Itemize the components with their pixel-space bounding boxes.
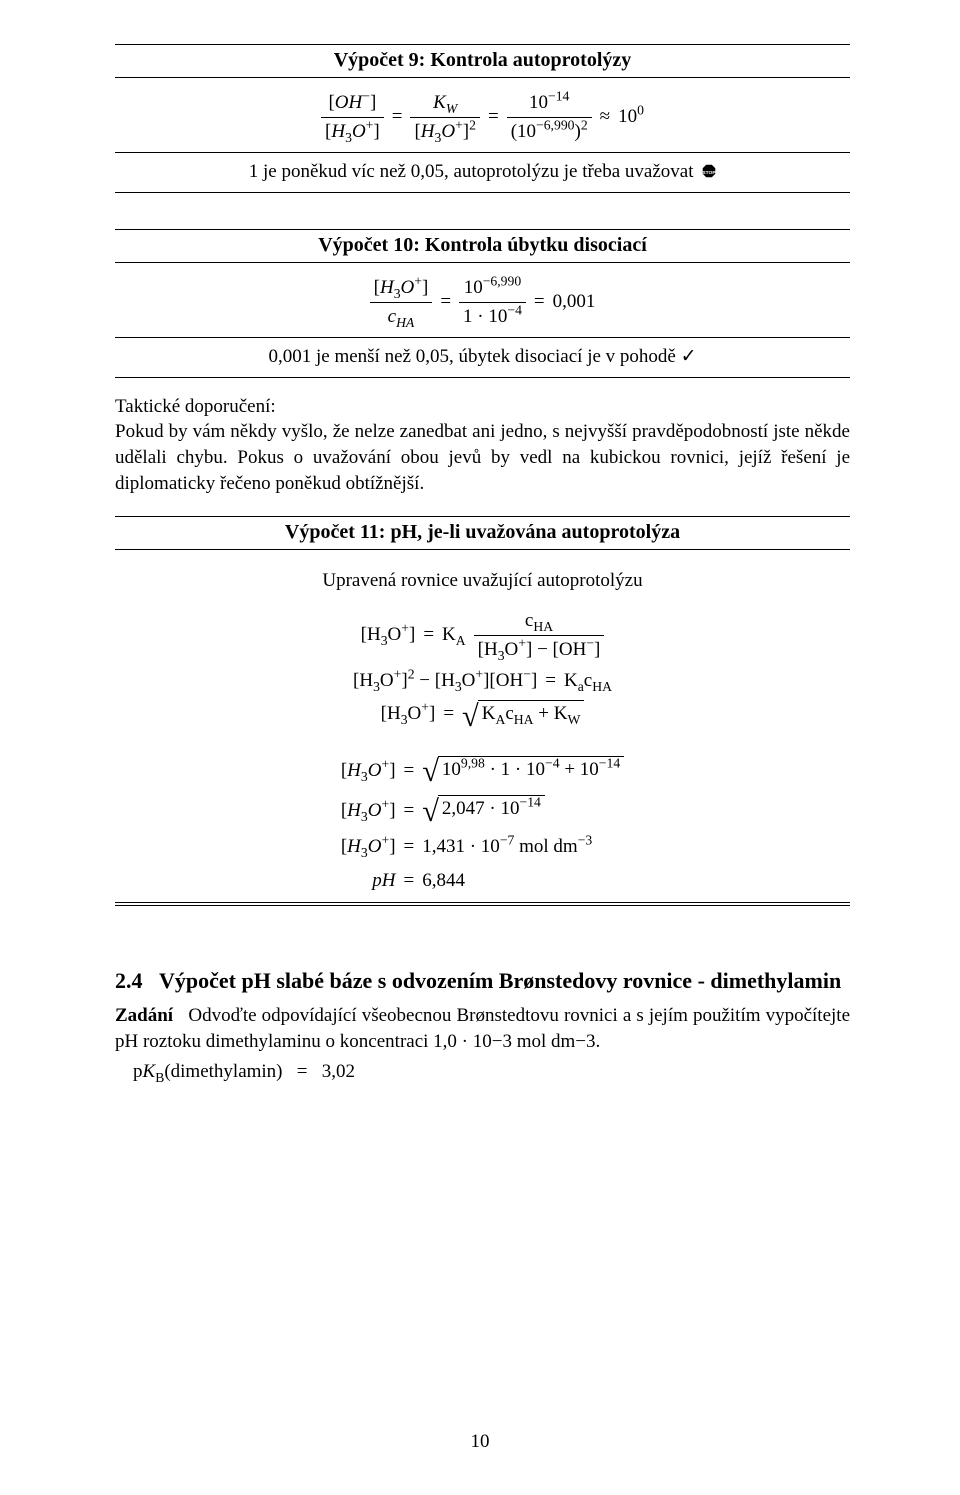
pkb-line: pKB(dimethylamin) = 3,02 (115, 1059, 850, 1085)
calc9-footer: 1 je poněkud víc než 0,05, autoprotolýzu… (115, 152, 850, 193)
section-num: 2.4 (115, 968, 143, 993)
page-number: 10 (0, 1429, 960, 1455)
zadani-text: Odvoďte odpovídající všeobecnou Brønsted… (115, 1005, 850, 1052)
calc11-body: Upravená rovnice uvažující autoprotolýzu… (115, 550, 850, 901)
calc11-block: Výpočet 11: pH, je-li uvažována autoprot… (115, 516, 850, 905)
zadani-label: Zadání (115, 1005, 173, 1026)
page: Výpočet 9: Kontrola autoprotolýzy [OH−] … (0, 0, 960, 1495)
calc9-block: Výpočet 9: Kontrola autoprotolýzy [OH−] … (115, 44, 850, 193)
calc11-derivation: [H3O+] = √ 109,98 · 1 · 10−4 + 10−14 [H3… (115, 756, 850, 894)
calc11-eqB: [H3O+]2 − [H3O+][OH−] = KacHA (115, 668, 850, 694)
svg-text:STOP: STOP (703, 170, 717, 176)
calc10-title: Výpočet 10: Kontrola úbytku disociací (115, 229, 850, 263)
calc9-equation: [OH−] [H3O+] = KW [H3O+]2 = 10−14 (10−6,… (115, 78, 850, 152)
calc11-title: Výpočet 11: pH, je-li uvažována autoprot… (115, 516, 850, 550)
calc10-rhs: 0,001 (553, 289, 596, 315)
calc11-eqA: [H3O+] = KA cHA [H3O+] − [OH−] (115, 608, 850, 662)
section-title: 2.4 Výpočet pH slabé báze s odvozením Br… (115, 966, 850, 996)
advice-text: Pokud by vám někdy vyšlo, že nelze zaned… (115, 421, 850, 493)
advice-label: Taktické doporučení: (115, 396, 276, 417)
calc9-title: Výpočet 9: Kontrola autoprotolýzy (115, 44, 850, 78)
calc9-foot-text: 1 je poněkud víc než 0,05, autoprotolýzu… (249, 161, 694, 182)
calc10-footer: 0,001 je menší než 0,05, úbytek disociac… (115, 337, 850, 378)
advice-paragraph: Taktické doporučení: Pokud by vám někdy … (115, 394, 850, 497)
stop-icon: STOP (702, 160, 716, 174)
calc11-eqC: [H3O+] = √ KAcHA + KW (115, 700, 850, 728)
calc11-line1: Upravená rovnice uvažující autoprotolýzu (115, 568, 850, 594)
section-heading: Výpočet pH slabé báze s odvozením Brønst… (159, 968, 841, 993)
calc10-block: Výpočet 10: Kontrola úbytku disociací [H… (115, 229, 850, 378)
calc10-equation: [H3O+] cHA = 10−6,990 1 · 10−4 = 0,001 (115, 263, 850, 337)
calc11-ph-value: 6,844 (422, 868, 624, 894)
zadani-paragraph: Zadání Odvoďte odpovídající všeobecnou B… (115, 1003, 850, 1054)
